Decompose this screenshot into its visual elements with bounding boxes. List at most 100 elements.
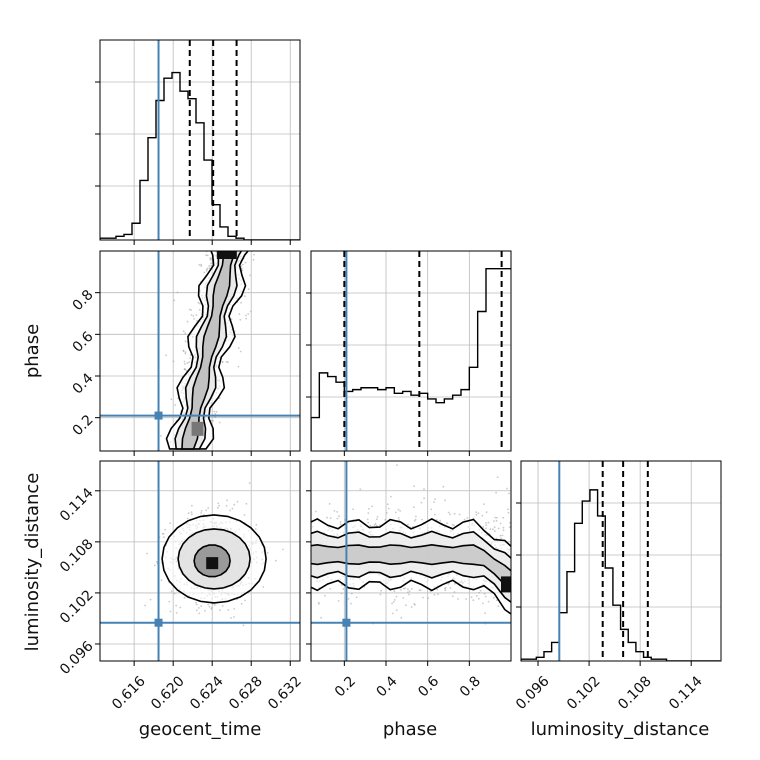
density-phase-vs-geocent-time-point xyxy=(243,295,246,298)
density-luminosity-distance-vs-phase-point xyxy=(355,596,358,599)
density-luminosity-distance-vs-phase-point xyxy=(449,587,452,589)
density-luminosity-distance-vs-phase-point xyxy=(485,522,487,524)
density-phase-vs-geocent-time-point xyxy=(184,340,187,343)
density-luminosity-distance-vs-phase-point xyxy=(397,517,400,519)
density-luminosity-distance-vs-geocent-time-point xyxy=(217,502,220,505)
density-luminosity-distance-vs-phase-point xyxy=(489,528,492,531)
density-luminosity-distance-vs-geocent-time-point xyxy=(262,586,265,588)
density-phase-vs-geocent-time-point xyxy=(213,410,216,413)
density-luminosity-distance-vs-phase-point xyxy=(337,600,340,602)
density-phase-vs-geocent-time-point xyxy=(183,360,186,363)
density-luminosity-distance-vs-phase-point xyxy=(502,529,505,532)
density-phase-vs-geocent-time-point xyxy=(205,254,208,257)
density-luminosity-distance-vs-geocent-time-point xyxy=(242,624,245,627)
density-phase-vs-geocent-time-point xyxy=(209,257,212,260)
density-luminosity-distance-vs-geocent-time-point xyxy=(244,599,246,602)
density-luminosity-distance-vs-phase-point xyxy=(472,599,475,602)
density-phase-vs-geocent-time-point xyxy=(172,360,175,363)
density-luminosity-distance-vs-phase-point xyxy=(475,594,478,597)
density-luminosity-distance-vs-phase-point xyxy=(507,511,510,514)
density-luminosity-distance-vs-phase-point xyxy=(437,593,439,596)
density-luminosity-distance-vs-geocent-time-point xyxy=(195,603,198,606)
density-luminosity-distance-vs-phase-point xyxy=(405,604,407,607)
density-luminosity-distance-vs-phase-point xyxy=(483,592,486,595)
density-luminosity-distance-vs-phase-point xyxy=(347,598,350,600)
density-phase-vs-geocent-time-point xyxy=(199,302,201,305)
density-luminosity-distance-vs-phase-point xyxy=(352,508,354,510)
density-luminosity-distance-vs-phase-point xyxy=(415,515,417,518)
density-luminosity-distance-vs-phase-point xyxy=(326,516,328,519)
density-luminosity-distance-vs-phase-point xyxy=(329,517,332,519)
density-phase-vs-geocent-time-truth-marker xyxy=(154,411,163,420)
density-phase-vs-geocent-time-point xyxy=(182,350,185,352)
density-phase-vs-geocent-time-point xyxy=(209,259,212,261)
density-luminosity-distance-vs-phase-point xyxy=(484,612,486,615)
density-phase-vs-geocent-time-point xyxy=(203,271,206,274)
density-luminosity-distance-vs-phase-point xyxy=(410,606,413,608)
density-luminosity-distance-vs-phase-point xyxy=(483,503,485,505)
density-phase-vs-geocent-time-point xyxy=(238,313,241,315)
density-luminosity-distance-vs-phase-point xyxy=(413,506,415,509)
density-luminosity-distance-vs-phase-point xyxy=(470,596,473,598)
hist-luminosity-distance-frame xyxy=(520,460,722,662)
density-phase-vs-geocent-time-point xyxy=(200,263,203,266)
density-luminosity-distance-vs-geocent-time-point xyxy=(219,609,222,612)
density-luminosity-distance-vs-phase-point xyxy=(320,616,322,619)
density-luminosity-distance-vs-geocent-time-point xyxy=(216,506,219,509)
hist-luminosity-distance-content xyxy=(521,461,721,661)
density-luminosity-distance-vs-phase-point xyxy=(453,512,456,515)
density-luminosity-distance-vs-phase-point xyxy=(487,600,490,603)
density-luminosity-distance-vs-geocent-time-point xyxy=(266,552,269,554)
density-luminosity-distance-vs-phase-point xyxy=(324,594,326,597)
density-luminosity-distance-vs-geocent-time-point xyxy=(191,513,193,516)
density-phase-vs-geocent-time-point xyxy=(165,354,168,357)
density-luminosity-distance-vs-geocent-time-point xyxy=(218,504,220,507)
density-phase-vs-geocent-time-point xyxy=(198,264,201,266)
density-phase-vs-geocent-time-point xyxy=(239,318,242,321)
density-luminosity-distance-vs-phase-point xyxy=(419,589,422,592)
density-luminosity-distance-vs-phase-point xyxy=(442,485,445,488)
density-phase-vs-geocent-time-point xyxy=(193,318,196,320)
density-luminosity-distance-vs-geocent-time-point xyxy=(168,600,171,603)
density-luminosity-distance-vs-phase-point xyxy=(481,514,484,517)
density-luminosity-distance-vs-geocent-time-point xyxy=(211,606,213,609)
hist-phase-frame xyxy=(310,250,512,452)
density-phase-vs-geocent-time-point xyxy=(215,410,218,413)
density-luminosity-distance-vs-phase-point xyxy=(434,498,436,501)
density-luminosity-distance-vs-phase-point xyxy=(433,501,435,503)
density-luminosity-distance-vs-phase-point xyxy=(444,587,446,590)
density-luminosity-distance-vs-geocent-time-point xyxy=(200,510,203,512)
density-phase-vs-geocent-time-point xyxy=(197,301,200,304)
density-luminosity-distance-vs-phase-contour-inner xyxy=(311,543,511,591)
density-luminosity-distance-vs-phase-point xyxy=(436,588,438,591)
density-luminosity-distance-vs-geocent-time-point xyxy=(245,502,248,505)
density-luminosity-distance-vs-geocent-time-point xyxy=(233,616,235,618)
density-luminosity-distance-vs-phase-point xyxy=(502,516,505,519)
density-luminosity-distance-vs-phase-point xyxy=(414,518,417,521)
density-phase-vs-geocent-time-point xyxy=(198,309,201,311)
density-luminosity-distance-vs-phase-point xyxy=(376,518,378,521)
density-phase-vs-geocent-time-point xyxy=(244,261,247,264)
density-luminosity-distance-vs-geocent-time-point xyxy=(173,592,176,595)
density-luminosity-distance-vs-geocent-time-point xyxy=(160,579,163,582)
density-phase-vs-geocent-time-point xyxy=(210,419,213,422)
density-luminosity-distance-vs-geocent-time-point xyxy=(162,533,165,535)
density-phase-vs-geocent-time-contour-inner xyxy=(181,251,237,450)
density-luminosity-distance-vs-phase-point xyxy=(497,527,500,530)
density-luminosity-distance-vs-phase-point xyxy=(500,537,502,540)
density-phase-vs-geocent-time-point xyxy=(183,368,186,370)
density-phase-vs-geocent-time-point xyxy=(170,398,173,401)
density-luminosity-distance-vs-geocent-time-point xyxy=(195,609,198,612)
density-luminosity-distance-vs-geocent-time-point xyxy=(169,610,172,613)
density-luminosity-distance-vs-geocent-time-point xyxy=(149,598,152,601)
density-luminosity-distance-vs-phase-point xyxy=(423,488,425,491)
density-phase-vs-geocent-time-point xyxy=(227,361,229,364)
density-luminosity-distance-vs-phase-point xyxy=(493,596,495,599)
density-luminosity-distance-vs-phase-point xyxy=(407,591,409,594)
density-luminosity-distance-vs-phase-point xyxy=(466,517,469,519)
density-phase-vs-geocent-time-point xyxy=(184,332,187,335)
density-luminosity-distance-vs-phase-point xyxy=(507,508,509,511)
density-phase-vs-geocent-time-point xyxy=(249,274,251,277)
density-luminosity-distance-vs-phase-point xyxy=(497,605,500,607)
